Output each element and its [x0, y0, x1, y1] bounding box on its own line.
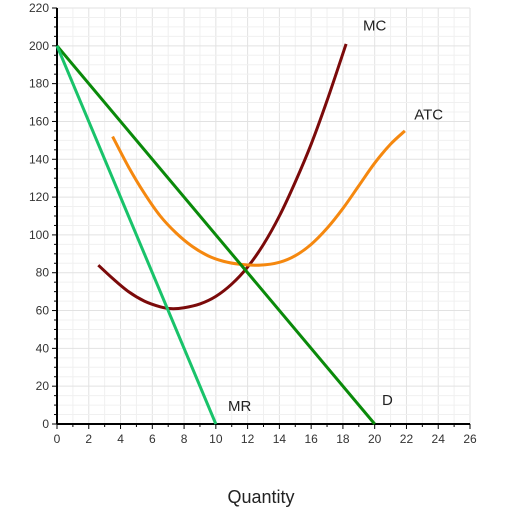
x-tick-label: 14 — [273, 432, 287, 446]
x-tick-label: 0 — [54, 432, 61, 446]
y-tick-label: 140 — [29, 152, 49, 166]
series-line-mc — [97, 43, 348, 311]
x-axis-title: Quantity — [227, 487, 295, 507]
series-label-mr: MR — [228, 398, 251, 415]
x-tick-label: 26 — [463, 432, 477, 446]
y-tick-label: 40 — [36, 341, 50, 355]
x-tick-label: 22 — [400, 432, 414, 446]
y-tick-label: 0 — [42, 417, 49, 431]
axes — [52, 7, 471, 429]
series-labels: MC ATC D MR — [228, 18, 443, 415]
series-label-d: D — [382, 392, 393, 409]
y-tick-label: 120 — [29, 190, 49, 204]
x-tick-label: 24 — [432, 432, 446, 446]
y-tick-label: 100 — [29, 228, 49, 242]
y-tick-label: 160 — [29, 114, 49, 128]
x-tick-label: 2 — [85, 432, 92, 446]
y-tick-label: 220 — [29, 1, 49, 15]
series-label-mc: MC — [363, 18, 386, 35]
x-tick-label: 6 — [149, 432, 156, 446]
y-tick-label: 200 — [29, 39, 49, 53]
x-tick-label: 8 — [181, 432, 188, 446]
x-tick-label: 20 — [368, 432, 382, 446]
y-tick-label: 180 — [29, 77, 49, 91]
series-line-d — [55, 44, 376, 425]
y-tick-label: 20 — [36, 379, 50, 393]
series-lines — [55, 43, 406, 425]
y-tick-label: 80 — [36, 266, 50, 280]
tick-labels: 0 2 4 6 8 10 12 14 16 18 20 22 24 2602040608010012014… — [29, 1, 477, 446]
x-tick-label: 18 — [336, 432, 350, 446]
x-tick-label: 10 — [209, 432, 223, 446]
x-tick-label: 16 — [304, 432, 318, 446]
grid — [56, 7, 471, 425]
series-label-atc: ATC — [414, 107, 443, 124]
series-line-mr — [55, 45, 218, 425]
series-line-atc — [111, 129, 406, 267]
x-tick-label: 4 — [117, 432, 124, 446]
y-tick-label: 60 — [36, 304, 50, 318]
x-tick-label: 12 — [241, 432, 255, 446]
